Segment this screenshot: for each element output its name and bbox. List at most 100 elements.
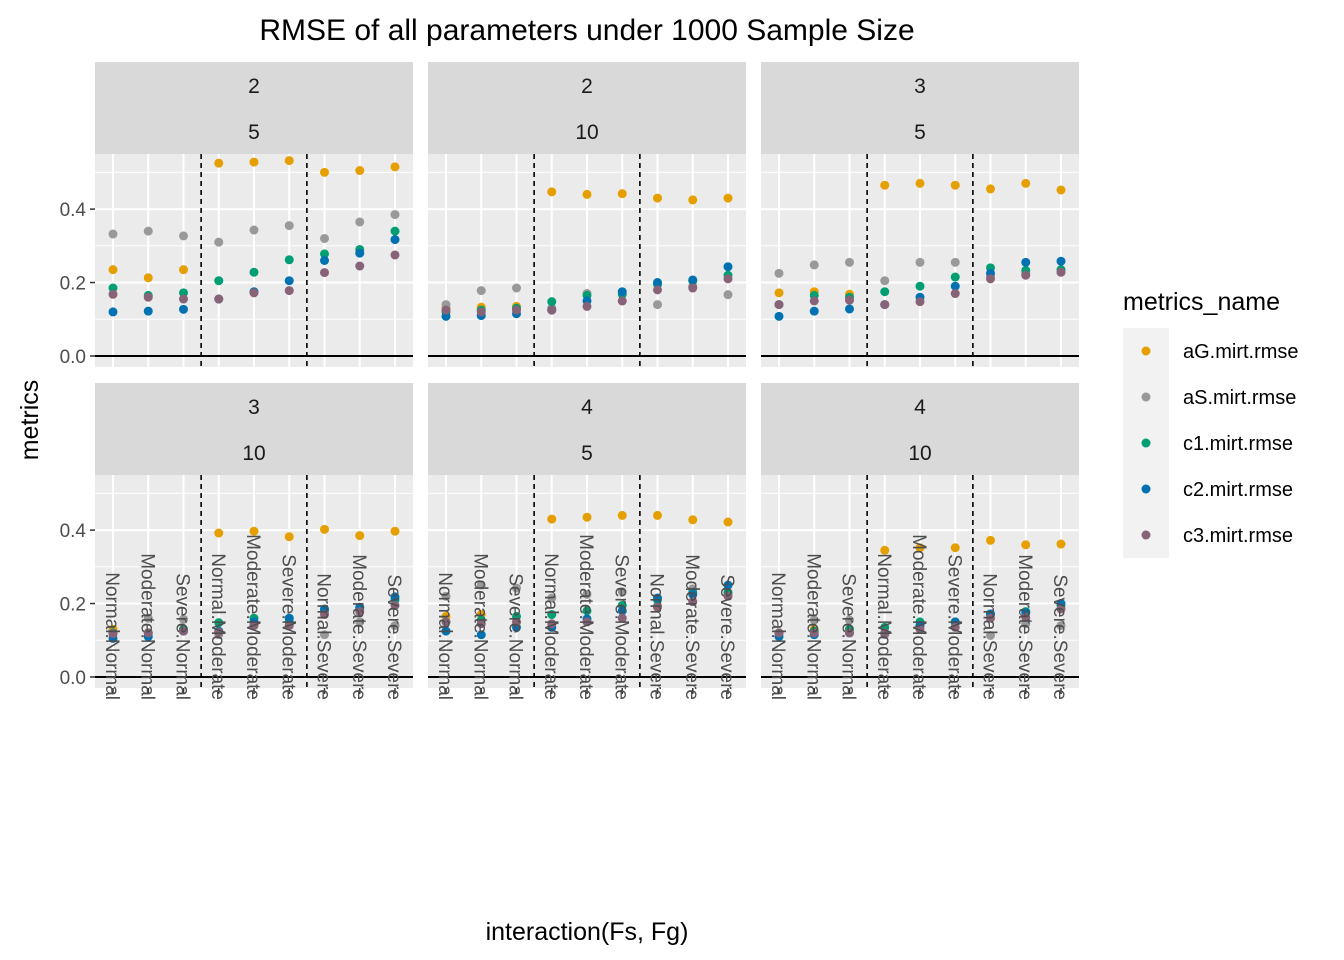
- x-tick-label: Normal.Severe: [313, 573, 334, 700]
- data-point: [320, 256, 329, 265]
- x-axis-title: interaction(Fs, Fg): [486, 918, 689, 946]
- data-point: [179, 265, 188, 275]
- data-point: [915, 281, 925, 291]
- data-point: [582, 606, 592, 616]
- data-point: [653, 602, 662, 612]
- legend-key: [1141, 530, 1151, 540]
- data-point: [582, 589, 592, 599]
- x-tick-label: Moderate.Severe: [348, 554, 369, 700]
- facet-strip: [761, 62, 1079, 154]
- data-point: [723, 262, 733, 272]
- facet-strip: [95, 62, 413, 154]
- data-point: [845, 615, 854, 625]
- data-point: [915, 257, 925, 267]
- x-tick-label: Moderate.Moderate: [575, 534, 596, 700]
- data-point: [390, 235, 400, 245]
- x-tick-label: Normal.Normal: [434, 572, 455, 700]
- data-point: [547, 514, 557, 524]
- x-tick-label: Moderate.Normal: [136, 553, 157, 700]
- legend-label: c3.mirt.rmse: [1183, 525, 1293, 547]
- data-point: [355, 617, 365, 627]
- data-point: [547, 619, 557, 629]
- x-tick-label: Severe.Severe: [383, 574, 404, 700]
- data-point: [249, 288, 259, 298]
- data-point: [355, 248, 365, 258]
- data-point: [582, 301, 592, 311]
- data-point: [617, 296, 627, 306]
- data-point: [320, 167, 329, 177]
- data-point: [723, 274, 733, 284]
- data-point: [723, 580, 733, 590]
- legend-key: [1141, 346, 1151, 356]
- data-point: [1021, 612, 1031, 622]
- legend-key: [1141, 438, 1151, 448]
- facet-panel: 2 10: [428, 62, 746, 367]
- data-point: [880, 300, 890, 310]
- data-point: [688, 195, 698, 205]
- strip-label: 5: [914, 121, 926, 144]
- data-point: [179, 294, 188, 304]
- data-point: [582, 189, 592, 199]
- y-tick-label: 0.2: [60, 274, 86, 295]
- facet-panels: 250.00.20.4210353100.00.20.4Normal.Norma…: [60, 62, 1079, 700]
- facet-panel: 35: [761, 62, 1079, 367]
- data-point: [774, 300, 784, 310]
- data-point: [950, 272, 960, 282]
- data-point: [108, 283, 118, 293]
- data-point: [723, 591, 733, 601]
- x-tick-label: Moderate.Moderate: [242, 534, 263, 700]
- x-tick-label: Moderate.Normal: [802, 553, 823, 700]
- data-point: [1056, 621, 1066, 631]
- data-point: [390, 526, 400, 536]
- data-point: [1021, 178, 1031, 188]
- data-point: [915, 297, 925, 307]
- y-tick-label: 0.4: [60, 200, 87, 221]
- facet-panel: 2 5 0.0 0.2 0.4: [60, 62, 413, 368]
- data-point: [653, 300, 662, 310]
- y-tick-label: 0.0: [60, 347, 86, 368]
- data-point: [214, 237, 224, 247]
- data-point: [143, 273, 153, 283]
- data-point: [880, 628, 890, 638]
- data-point: [476, 307, 486, 317]
- data-point: [582, 617, 592, 627]
- data-point: [880, 287, 890, 297]
- y-axis-title: metrics: [16, 380, 44, 461]
- data-point: [845, 295, 854, 305]
- legend: metrics_name aG.mirt.rmse aS.mirt.rmse c1.…: [1123, 288, 1299, 558]
- data-point: [441, 626, 451, 636]
- data-point: [653, 510, 662, 520]
- legend-key: [1141, 392, 1151, 402]
- strip-label: 2: [581, 75, 593, 98]
- strip-label: 4: [914, 396, 926, 419]
- data-point: [284, 286, 294, 296]
- data-point: [355, 261, 365, 271]
- data-point: [355, 531, 365, 541]
- data-point: [809, 615, 819, 625]
- data-point: [512, 617, 521, 627]
- legend-title: metrics_name: [1123, 288, 1280, 316]
- data-point: [1056, 256, 1066, 266]
- data-point: [653, 285, 662, 295]
- x-tick-label: Normal.Moderate: [873, 553, 894, 700]
- data-point: [320, 524, 329, 534]
- data-point: [512, 305, 521, 315]
- data-point: [774, 628, 784, 638]
- data-point: [617, 287, 627, 297]
- data-point: [249, 267, 259, 277]
- data-point: [108, 265, 118, 275]
- data-point: [986, 184, 995, 194]
- data-point: [1021, 257, 1031, 267]
- data-point: [320, 610, 329, 620]
- facet-strip: [95, 383, 413, 475]
- strip-label: 5: [581, 442, 593, 465]
- data-point: [1056, 267, 1066, 277]
- x-tick-label: Severe.Moderate: [610, 554, 631, 700]
- data-point: [320, 630, 329, 640]
- data-point: [320, 233, 329, 243]
- data-point: [143, 613, 153, 623]
- data-point: [547, 297, 557, 307]
- data-point: [809, 260, 819, 270]
- x-tick-label: Severe.Moderate: [277, 554, 298, 700]
- x-tick-label: Severe.Moderate: [943, 554, 964, 700]
